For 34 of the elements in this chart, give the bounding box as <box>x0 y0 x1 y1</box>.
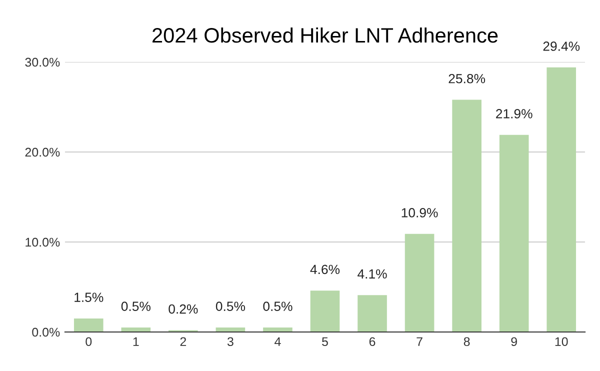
bar <box>404 234 434 332</box>
y-tick-label: 20.0% <box>25 148 60 157</box>
chart-title: 2024 Observed Hiker LNT Adherence <box>152 27 498 43</box>
x-tick-label: 4 <box>274 337 281 346</box>
y-tick-label: 10.0% <box>26 238 60 247</box>
x-tick-label: 5 <box>322 337 328 346</box>
data-label: 4.1% <box>358 269 387 279</box>
data-label: 0.2% <box>168 304 198 314</box>
bar <box>499 134 529 332</box>
bar <box>310 290 340 332</box>
data-label: 4.6% <box>310 264 340 274</box>
data-label: 10.9% <box>402 208 438 218</box>
bar <box>74 318 104 332</box>
x-tick-label: 2 <box>180 337 186 346</box>
data-label: 0.5% <box>263 302 292 312</box>
bar <box>358 295 387 332</box>
x-tick-label: 0 <box>86 337 92 346</box>
data-label: 21.9% <box>496 109 532 118</box>
data-label: 29.4% <box>543 42 580 51</box>
data-label: 25.8% <box>448 74 486 84</box>
bar <box>452 100 482 332</box>
x-tick-label: 1 <box>133 337 139 346</box>
data-label: 1.5% <box>74 292 104 302</box>
y-tick-label: 0.0% <box>32 328 60 337</box>
y-tick-label: 30.0% <box>25 58 60 67</box>
x-tick-label: 7 <box>416 337 422 346</box>
x-tick-label: 3 <box>227 337 234 346</box>
bar <box>546 67 576 332</box>
x-tick-label: 9 <box>511 337 517 346</box>
data-label: 0.5% <box>216 302 246 312</box>
x-tick-label: 8 <box>464 337 470 346</box>
x-tick-label: 6 <box>369 337 376 346</box>
x-tick-label: 10 <box>555 337 568 346</box>
data-label: 0.5% <box>121 302 150 312</box>
